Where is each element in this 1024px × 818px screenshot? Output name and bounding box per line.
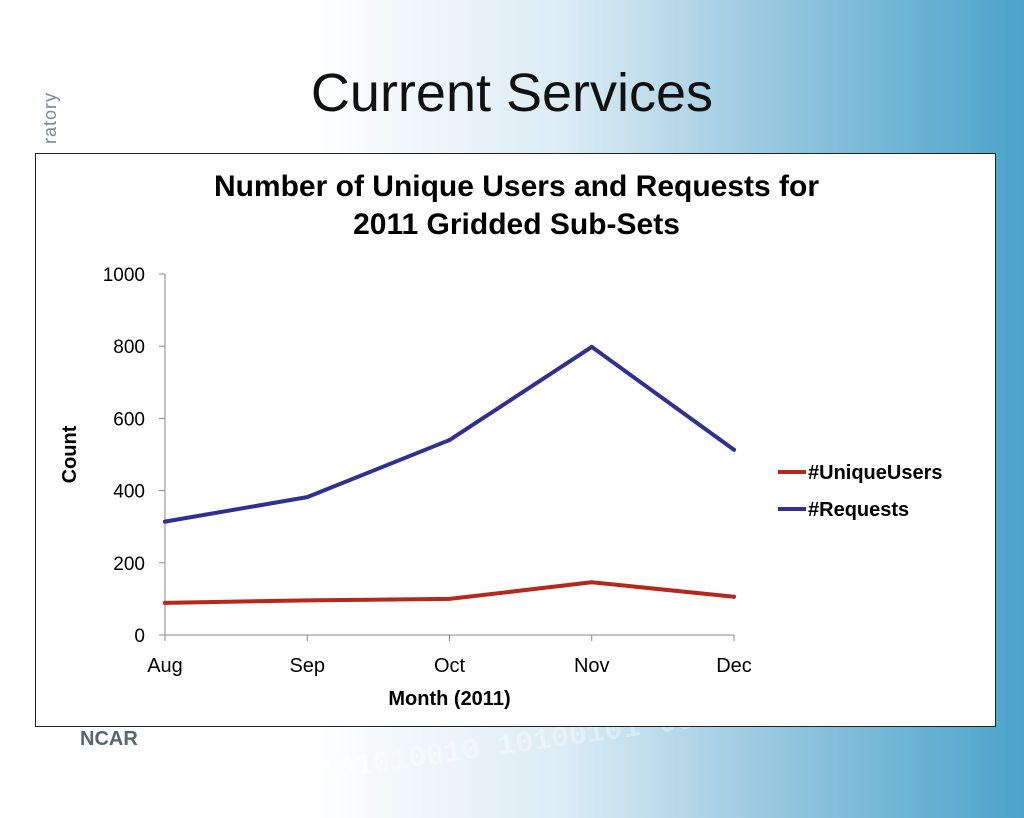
data-point: [305, 598, 310, 603]
data-point: [163, 519, 167, 524]
x-tick-label: Nov: [574, 655, 610, 677]
slide-title: Current Services: [310, 63, 714, 123]
data-point: [447, 438, 452, 443]
y-tick-label: 600: [113, 409, 145, 430]
x-tick-label: Oct: [434, 655, 466, 677]
data-point: [732, 447, 736, 452]
ncar-logo: NCAR: [80, 728, 138, 750]
data-point: [732, 594, 736, 599]
x-tick-label: Sep: [289, 655, 325, 677]
legend-label: #UniqueUsers: [808, 462, 943, 484]
y-tick-label: 1000: [103, 265, 145, 286]
x-tick-label: Aug: [147, 655, 183, 677]
x-tick-label: Dec: [716, 655, 752, 677]
chart-container: Number of Unique Users and Requests for …: [35, 153, 996, 727]
data-point: [447, 596, 452, 601]
series-line: [163, 344, 736, 524]
chart-title-line-1: Number of Unique Users and Requests for: [213, 170, 820, 203]
legend-label: #Requests: [808, 499, 909, 521]
y-tick-label: 0: [134, 626, 145, 647]
y-tick-label: 800: [113, 337, 145, 358]
y-axis-title: Count: [59, 425, 81, 483]
chart-title: Number of Unique Users and Requests for …: [36, 168, 997, 244]
data-point: [305, 495, 310, 500]
x-axis-title: Month (2011): [388, 688, 510, 710]
line-chart: 0 200 400 600 800 1000 Aug Sep Oct Nov Dec Month (2…: [59, 265, 943, 710]
y-tick-label: 400: [113, 482, 145, 503]
chart-title-line-2: 2011 Gridded Sub-Sets: [353, 208, 680, 241]
data-point: [163, 600, 167, 605]
y-tick-label: 200: [113, 554, 145, 575]
data-point: [589, 580, 594, 585]
data-point: [589, 344, 594, 349]
